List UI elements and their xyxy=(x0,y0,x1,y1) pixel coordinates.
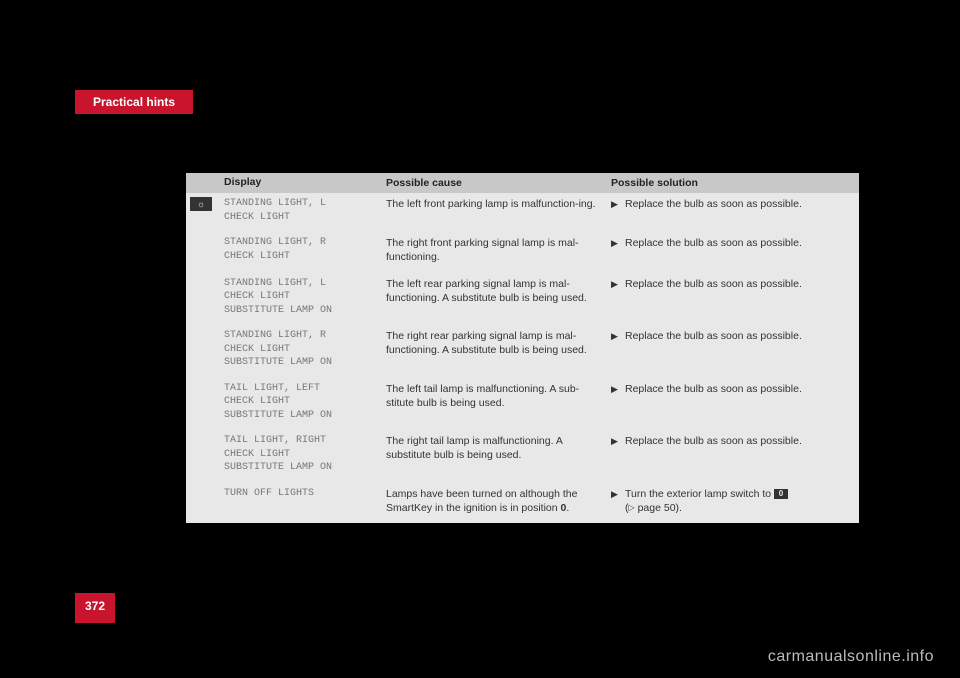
bullet-arrow-icon: ▶ xyxy=(611,236,625,264)
possible-cause: The right rear parking signal lamp is ma… xyxy=(386,329,611,370)
display-code: STANDING LIGHT, L CHECK LIGHT xyxy=(224,197,386,224)
table-row: TAIL LIGHT, LEFT CHECK LIGHT SUBSTITUTE … xyxy=(186,378,859,431)
possible-cause: The left tail lamp is malfunctioning. A … xyxy=(386,382,611,423)
lamp-icon: ☼ xyxy=(190,197,212,211)
table-row: TAIL LIGHT, RIGHT CHECK LIGHT SUBSTITUTE… xyxy=(186,430,859,483)
bullet-arrow-icon: ▶ xyxy=(611,487,625,515)
possible-cause: Lamps have been turned on although the S… xyxy=(386,487,611,515)
display-code: TURN OFF LIGHTS xyxy=(224,487,386,501)
switch-position-icon: 0 xyxy=(774,489,788,499)
display-code: STANDING LIGHT, L CHECK LIGHT SUBSTITUTE… xyxy=(224,277,386,318)
possible-solution: Replace the bulb as soon as possible. xyxy=(625,434,859,475)
page-number: 372 xyxy=(75,593,115,623)
display-code: STANDING LIGHT, R CHECK LIGHT SUBSTITUTE… xyxy=(224,329,386,370)
possible-solution: Replace the bulb as soon as possible. xyxy=(625,277,859,318)
header-solution: Possible solution xyxy=(611,176,859,190)
bullet-arrow-icon: ▶ xyxy=(611,329,625,370)
bullet-arrow-icon: ▶ xyxy=(611,434,625,475)
table-row: ☼ STANDING LIGHT, L CHECK LIGHTThe left f… xyxy=(186,193,859,232)
possible-solution: Replace the bulb as soon as possible. xyxy=(625,329,859,370)
possible-solution: Replace the bulb as soon as possible. xyxy=(625,197,859,224)
header-display: Display xyxy=(220,176,386,190)
bullet-arrow-icon: ▶ xyxy=(611,382,625,423)
possible-solution: Turn the exterior lamp switch to 0(▷ pag… xyxy=(625,487,859,515)
possible-cause: The left rear parking signal lamp is mal… xyxy=(386,277,611,318)
table-row: STANDING LIGHT, R CHECK LIGHT SUBSTITUTE… xyxy=(186,325,859,378)
display-code: STANDING LIGHT, R CHECK LIGHT xyxy=(224,236,386,263)
possible-cause: The right front parking signal lamp is m… xyxy=(386,236,611,264)
bullet-arrow-icon: ▶ xyxy=(611,277,625,318)
possible-solution: Replace the bulb as soon as possible. xyxy=(625,236,859,264)
display-code: TAIL LIGHT, RIGHT CHECK LIGHT SUBSTITUTE… xyxy=(224,434,386,475)
table-row: TURN OFF LIGHTSLamps have been turned on… xyxy=(186,483,859,523)
section-header: Practical hints xyxy=(75,90,193,114)
possible-cause: The right tail lamp is malfunctioning. A… xyxy=(386,434,611,475)
diagnostic-table: Display Possible cause Possible solution… xyxy=(186,173,859,523)
table-row: STANDING LIGHT, L CHECK LIGHT SUBSTITUTE… xyxy=(186,273,859,326)
table-header-row: Display Possible cause Possible solution xyxy=(186,173,859,193)
possible-solution: Replace the bulb as soon as possible. xyxy=(625,382,859,423)
display-code: TAIL LIGHT, LEFT CHECK LIGHT SUBSTITUTE … xyxy=(224,382,386,423)
watermark: carmanualsonline.info xyxy=(768,648,934,666)
table-row: STANDING LIGHT, R CHECK LIGHTThe right f… xyxy=(186,232,859,272)
header-cause: Possible cause xyxy=(386,176,611,190)
possible-cause: The left front parking lamp is malfuncti… xyxy=(386,197,611,224)
bullet-arrow-icon: ▶ xyxy=(611,197,625,224)
